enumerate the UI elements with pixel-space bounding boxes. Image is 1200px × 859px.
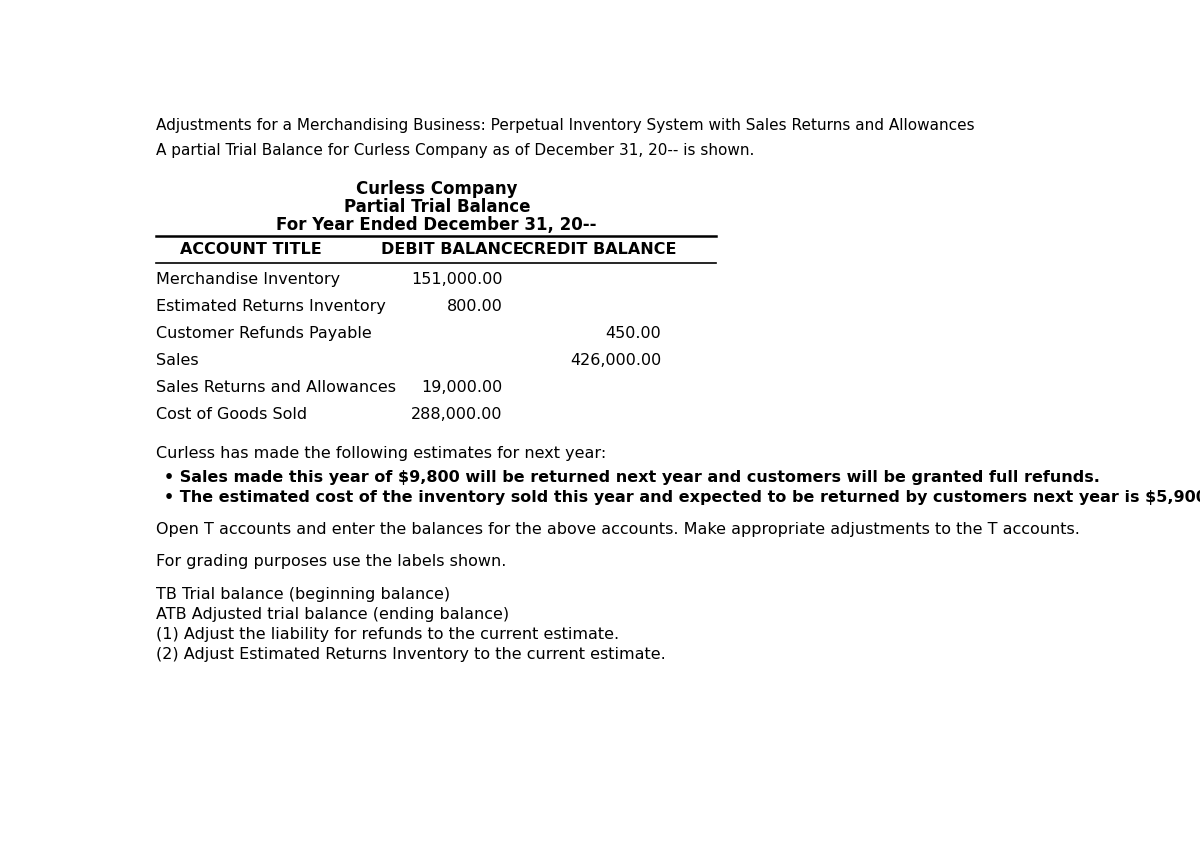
Text: Customer Refunds Payable: Customer Refunds Payable <box>156 326 372 341</box>
Text: (1) Adjust the liability for refunds to the current estimate.: (1) Adjust the liability for refunds to … <box>156 627 619 642</box>
Text: Curless has made the following estimates for next year:: Curless has made the following estimates… <box>156 446 606 460</box>
Text: DEBIT BALANCE: DEBIT BALANCE <box>380 242 523 258</box>
Text: For Year Ended December 31, 20--: For Year Ended December 31, 20-- <box>276 216 598 235</box>
Text: ATB Adjusted trial balance (ending balance): ATB Adjusted trial balance (ending balan… <box>156 606 509 622</box>
Text: Cost of Goods Sold: Cost of Goods Sold <box>156 407 307 423</box>
Text: (2) Adjust Estimated Returns Inventory to the current estimate.: (2) Adjust Estimated Returns Inventory t… <box>156 647 666 661</box>
Text: TB Trial balance (beginning balance): TB Trial balance (beginning balance) <box>156 587 450 601</box>
Text: A partial Trial Balance for Curless Company as of December 31, 20-- is shown.: A partial Trial Balance for Curless Comp… <box>156 143 755 158</box>
Text: Sales Returns and Allowances: Sales Returns and Allowances <box>156 381 396 395</box>
Text: Adjustments for a Merchandising Business: Perpetual Inventory System with Sales : Adjustments for a Merchandising Business… <box>156 119 974 133</box>
Text: CREDIT BALANCE: CREDIT BALANCE <box>522 242 677 258</box>
Text: 426,000.00: 426,000.00 <box>570 353 661 369</box>
Text: 288,000.00: 288,000.00 <box>412 407 503 423</box>
Text: 19,000.00: 19,000.00 <box>421 381 503 395</box>
Text: • The estimated cost of the inventory sold this year and expected to be returned: • The estimated cost of the inventory so… <box>164 490 1200 504</box>
Text: ACCOUNT TITLE: ACCOUNT TITLE <box>180 242 322 258</box>
Text: Open T accounts and enter the balances for the above accounts. Make appropriate : Open T accounts and enter the balances f… <box>156 522 1080 537</box>
Text: 151,000.00: 151,000.00 <box>412 272 503 288</box>
Text: 450.00: 450.00 <box>606 326 661 341</box>
Text: Estimated Returns Inventory: Estimated Returns Inventory <box>156 300 386 314</box>
Text: Sales: Sales <box>156 353 199 369</box>
Text: Merchandise Inventory: Merchandise Inventory <box>156 272 341 288</box>
Text: Curless Company: Curless Company <box>356 180 517 198</box>
Text: 800.00: 800.00 <box>446 300 503 314</box>
Text: Partial Trial Balance: Partial Trial Balance <box>343 198 530 216</box>
Text: • Sales made this year of $9,800 will be returned next year and customers will b: • Sales made this year of $9,800 will be… <box>164 471 1100 485</box>
Text: For grading purposes use the labels shown.: For grading purposes use the labels show… <box>156 554 506 570</box>
